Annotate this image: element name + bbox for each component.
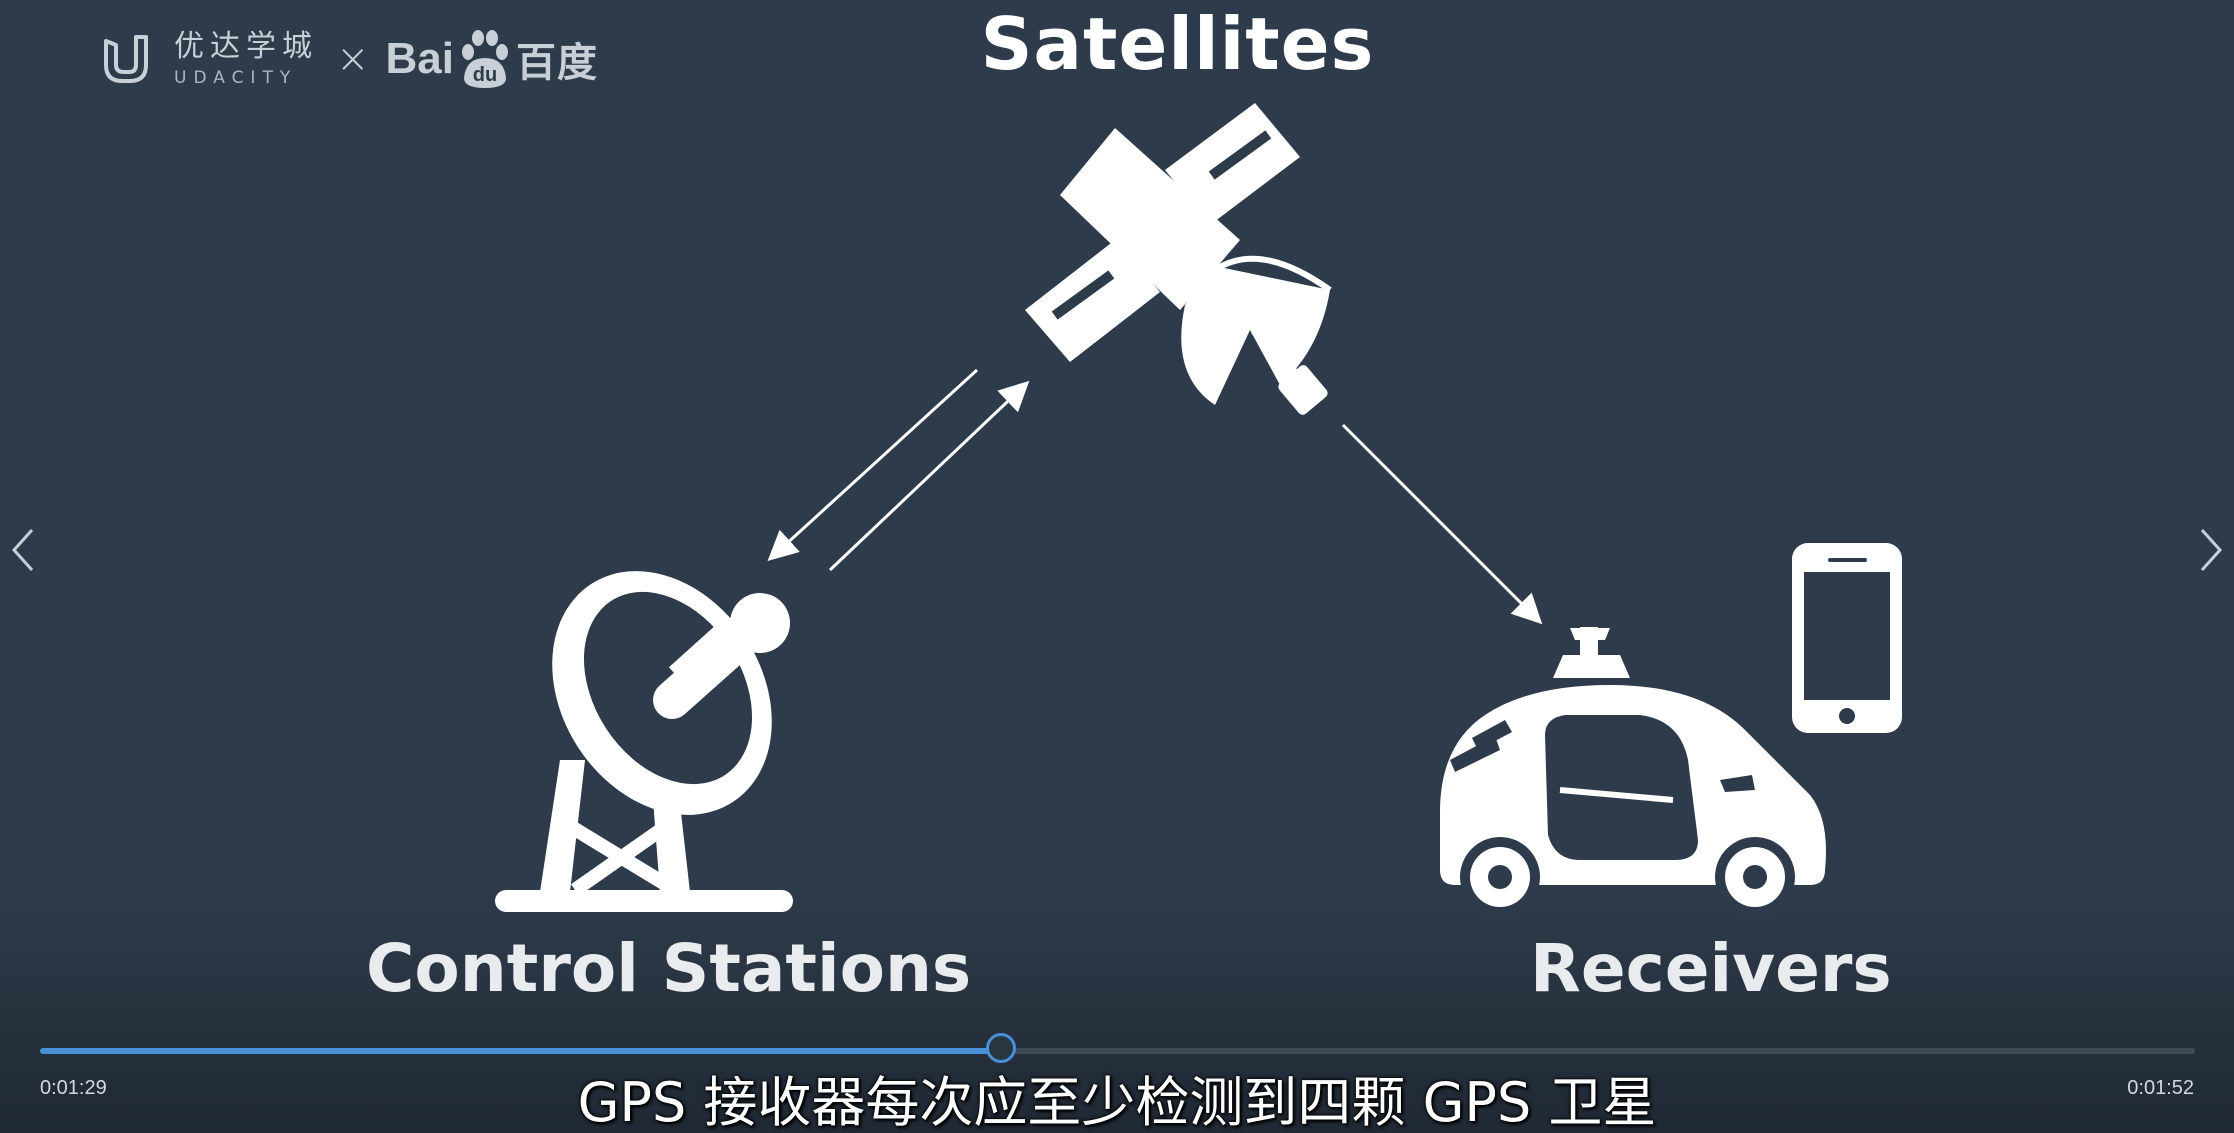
- next-slide-button[interactable]: [2190, 520, 2230, 580]
- brand-separator: ×: [336, 36, 370, 82]
- satellite-icon: [1025, 103, 1332, 415]
- progress-knob[interactable]: [986, 1033, 1017, 1063]
- downlink-arrow: [767, 368, 979, 562]
- broadcast-arrow: [1341, 423, 1543, 625]
- baidu-paw-icon: du: [462, 30, 508, 88]
- previous-slide-button[interactable]: [4, 520, 44, 580]
- chevron-right-icon: [2200, 528, 2223, 572]
- satellite-dish-icon: [495, 571, 793, 912]
- baidu-latin: Bai: [385, 34, 454, 83]
- current-time: 0:01:29: [40, 1077, 107, 1099]
- chevron-left-icon: [11, 528, 34, 572]
- brand-header: 优达学城 UDACITY × Bai du 百度: [100, 28, 598, 90]
- control-stations-label: Control Stations: [366, 930, 972, 1007]
- baidu-cn-name: 百度: [516, 41, 598, 85]
- baidu-paw-text: du: [473, 64, 497, 86]
- subtitle-caption: GPS 接收器每次应至少检测到四颗 GPS 卫星: [577, 1071, 1657, 1133]
- udacity-logo-icon: [104, 35, 148, 83]
- diagram-title: Satellites: [980, 2, 1375, 86]
- bottom-gradient: [0, 893, 2234, 1133]
- udacity-wordmark: 优达学城 UDACITY: [174, 28, 318, 88]
- self-driving-car-icon: [1440, 627, 1826, 917]
- video-progress-bar[interactable]: [40, 1033, 2195, 1063]
- udacity-cn-name: 优达学城: [174, 28, 318, 64]
- smartphone-icon: [1792, 543, 1902, 733]
- udacity-en-name: UDACITY: [174, 67, 298, 88]
- receivers-label: Receivers: [1530, 930, 1892, 1007]
- total-time: 0:01:52: [2127, 1077, 2194, 1099]
- uplink-arrow: [828, 380, 1030, 572]
- progress-fill: [40, 1048, 1002, 1054]
- baidu-logo: Bai du 百度: [386, 28, 598, 90]
